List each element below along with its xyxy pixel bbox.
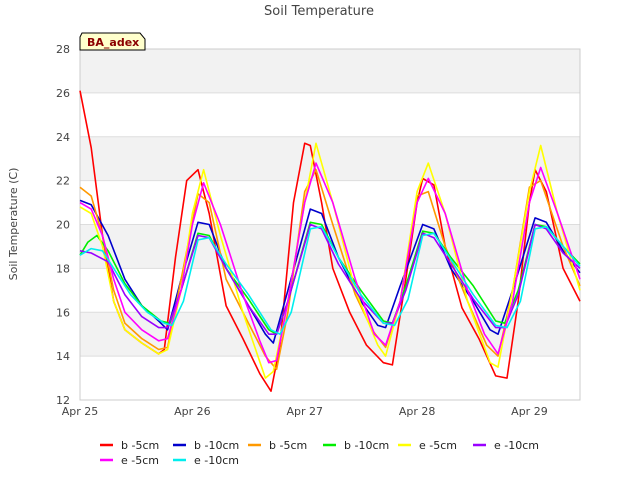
y-axis-ticks: 12 14 16 18 20 22 24 26 28 bbox=[56, 43, 70, 407]
series-line-7 bbox=[79, 162, 581, 364]
legend: b -5cm b -10cm b -5cm b -10cm e -5cm e -10cm e… bbox=[100, 439, 539, 467]
series-line-6 bbox=[79, 223, 581, 336]
legend-item: b -10cm bbox=[173, 439, 239, 452]
series-line-5 bbox=[79, 142, 581, 379]
legend-item: b -5cm bbox=[100, 439, 159, 452]
legend-item: e -5cm bbox=[100, 454, 159, 467]
plot-area bbox=[79, 48, 581, 401]
x-tick-label: Apr 25 bbox=[62, 405, 99, 418]
y-tick-label: 26 bbox=[56, 87, 70, 100]
station-badge: BA_adex bbox=[79, 32, 146, 51]
legend-item: b -5cm bbox=[248, 439, 307, 452]
series-lines bbox=[79, 90, 581, 393]
legend-item: e -5cm bbox=[398, 439, 457, 452]
legend-label: b -10cm bbox=[194, 439, 239, 452]
x-axis-ticks: Apr 25 Apr 26 Apr 27 Apr 28 Apr 29 bbox=[62, 405, 548, 418]
legend-label: e -10cm bbox=[494, 439, 539, 452]
badge-box bbox=[79, 32, 146, 51]
legend-label: e -5cm bbox=[419, 439, 457, 452]
grid-band bbox=[80, 49, 580, 93]
x-tick-label: Apr 28 bbox=[399, 405, 436, 418]
y-tick-label: 18 bbox=[56, 262, 70, 275]
y-tick-label: 20 bbox=[56, 219, 70, 232]
legend-label: b -5cm bbox=[121, 439, 159, 452]
series-line-1 bbox=[79, 90, 581, 393]
series-line-4 bbox=[79, 221, 581, 336]
legend-label: e -10cm bbox=[194, 454, 239, 467]
x-tick-label: Apr 26 bbox=[174, 405, 211, 418]
series-line-8 bbox=[79, 225, 581, 336]
x-tick-label: Apr 29 bbox=[511, 405, 548, 418]
chart-title: Soil Temperature bbox=[264, 4, 374, 19]
legend-item: e -10cm bbox=[473, 439, 539, 452]
grid-band bbox=[80, 136, 580, 181]
y-tick-label: 14 bbox=[56, 350, 70, 363]
y-tick-label: 22 bbox=[56, 175, 70, 188]
y-tick-label: 24 bbox=[56, 131, 70, 144]
y-tick-label: 12 bbox=[56, 394, 70, 407]
grid-band bbox=[80, 268, 580, 313]
legend-label: e -5cm bbox=[121, 454, 159, 467]
grid-band bbox=[80, 356, 580, 400]
y-tick-label: 16 bbox=[56, 306, 70, 319]
series-line-2 bbox=[79, 199, 581, 344]
grid-band bbox=[80, 92, 580, 137]
y-tick-label: 28 bbox=[56, 43, 70, 56]
badge-label: BA_adex bbox=[87, 36, 139, 49]
legend-item: b -10cm bbox=[323, 439, 389, 452]
y-axis-label: Soil Temperature (C) bbox=[7, 168, 20, 281]
legend-label: b -10cm bbox=[344, 439, 389, 452]
legend-label: b -5cm bbox=[269, 439, 307, 452]
legend-item: e -10cm bbox=[173, 454, 239, 467]
x-tick-label: Apr 27 bbox=[286, 405, 323, 418]
